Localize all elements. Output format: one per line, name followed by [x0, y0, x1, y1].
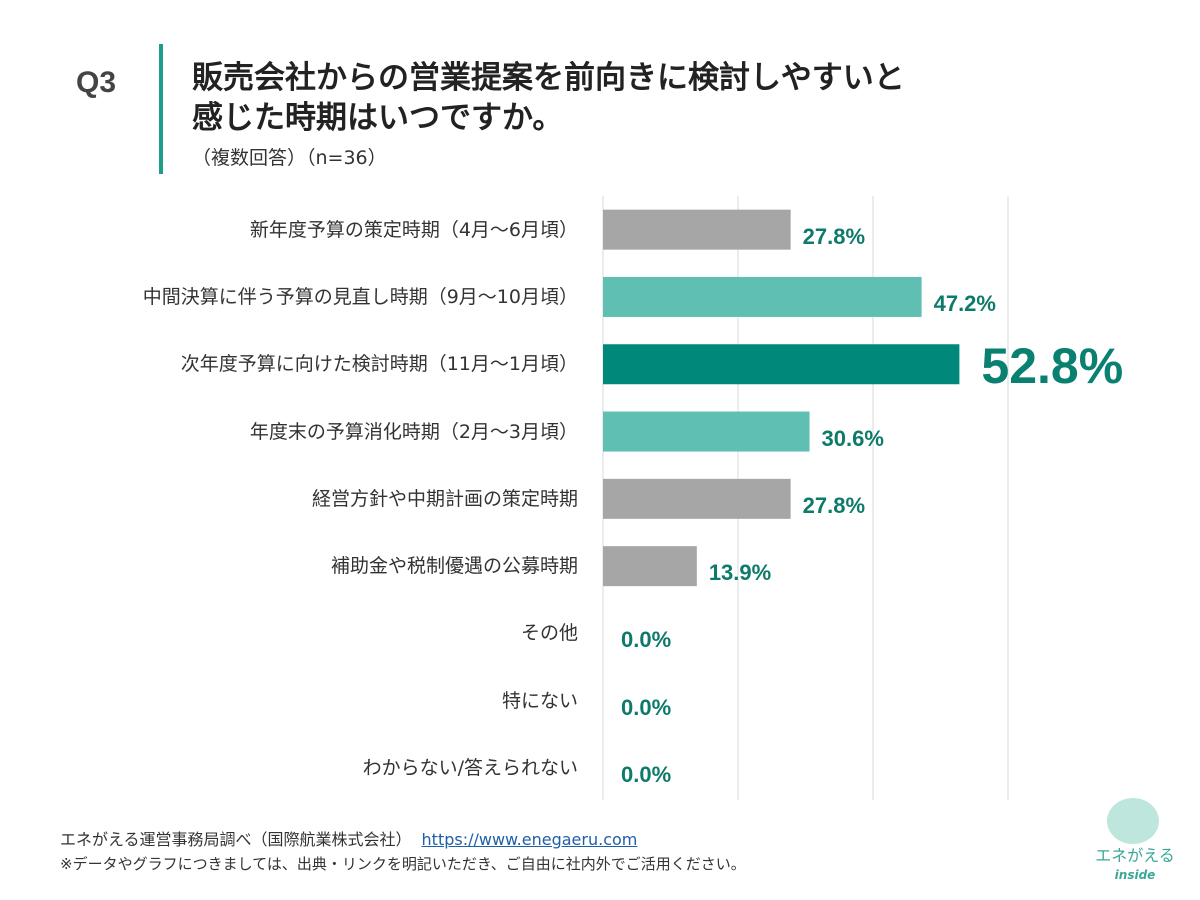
- category-label: 新年度予算の策定時期（4月〜6月頃）: [249, 218, 578, 241]
- category-label: わからない/答えられない: [362, 757, 578, 780]
- bar: [603, 478, 791, 519]
- bar: [603, 276, 922, 317]
- enegaeru-logo: エネがえる inside: [1095, 792, 1175, 892]
- logo-sub: inside: [1114, 868, 1156, 882]
- bar: [603, 411, 810, 452]
- category-label: その他: [520, 622, 578, 645]
- bar: [603, 344, 960, 385]
- category-label: 次年度予算に向けた検討時期（11月〜1月頃）: [180, 353, 578, 376]
- question-number: Q3: [76, 66, 117, 99]
- value-label: 27.8%: [802, 492, 866, 518]
- value-label: 52.8%: [981, 338, 1124, 395]
- chart-title: 販売会社からの営業提案を前向きに検討しやすいと 感じた時期はいつですか。: [192, 58, 1012, 138]
- value-label: 13.9%: [708, 560, 772, 586]
- frog-icon: [1107, 798, 1159, 844]
- bar: [603, 546, 697, 587]
- category-label: 特にない: [501, 689, 578, 712]
- chart-subtitle: （複数回答）（n=36）: [192, 147, 387, 169]
- source-link[interactable]: https://www.enegaeru.com: [421, 830, 638, 849]
- value-label: 27.8%: [802, 223, 866, 249]
- value-label: 0.0%: [621, 627, 672, 653]
- value-label: 30.6%: [821, 425, 884, 451]
- footer-source: エネがえる運営事務局調べ（国際航業株式会社） https://www.enegae…: [60, 830, 637, 850]
- value-label: 0.0%: [621, 694, 672, 720]
- category-label: 補助金や税制優遇の公募時期: [330, 555, 578, 578]
- title-accent-bar: [159, 44, 163, 174]
- category-label: 年度末の予算消化時期（2月〜3月頃）: [249, 420, 578, 443]
- category-label: 中間決算に伴う予算の見直し時期（9月〜10月頃）: [142, 285, 578, 308]
- logo-name: エネがえる: [1095, 846, 1175, 865]
- value-label: 0.0%: [621, 762, 672, 788]
- value-label: 47.2%: [933, 290, 996, 316]
- title-line-2: 感じた時期はいつですか。: [192, 100, 564, 136]
- bar: [603, 209, 791, 250]
- source-text: エネがえる運営事務局調べ（国際航業株式会社）: [60, 830, 412, 849]
- category-label: 経営方針や中期計画の策定時期: [311, 487, 578, 510]
- footer-note: ※データやグラフにつきましては、出典・リンクを明記いただき、ご自由に社内外でご活…: [60, 855, 746, 873]
- title-line-1: 販売会社からの営業提案を前向きに検討しやすいと: [192, 60, 905, 96]
